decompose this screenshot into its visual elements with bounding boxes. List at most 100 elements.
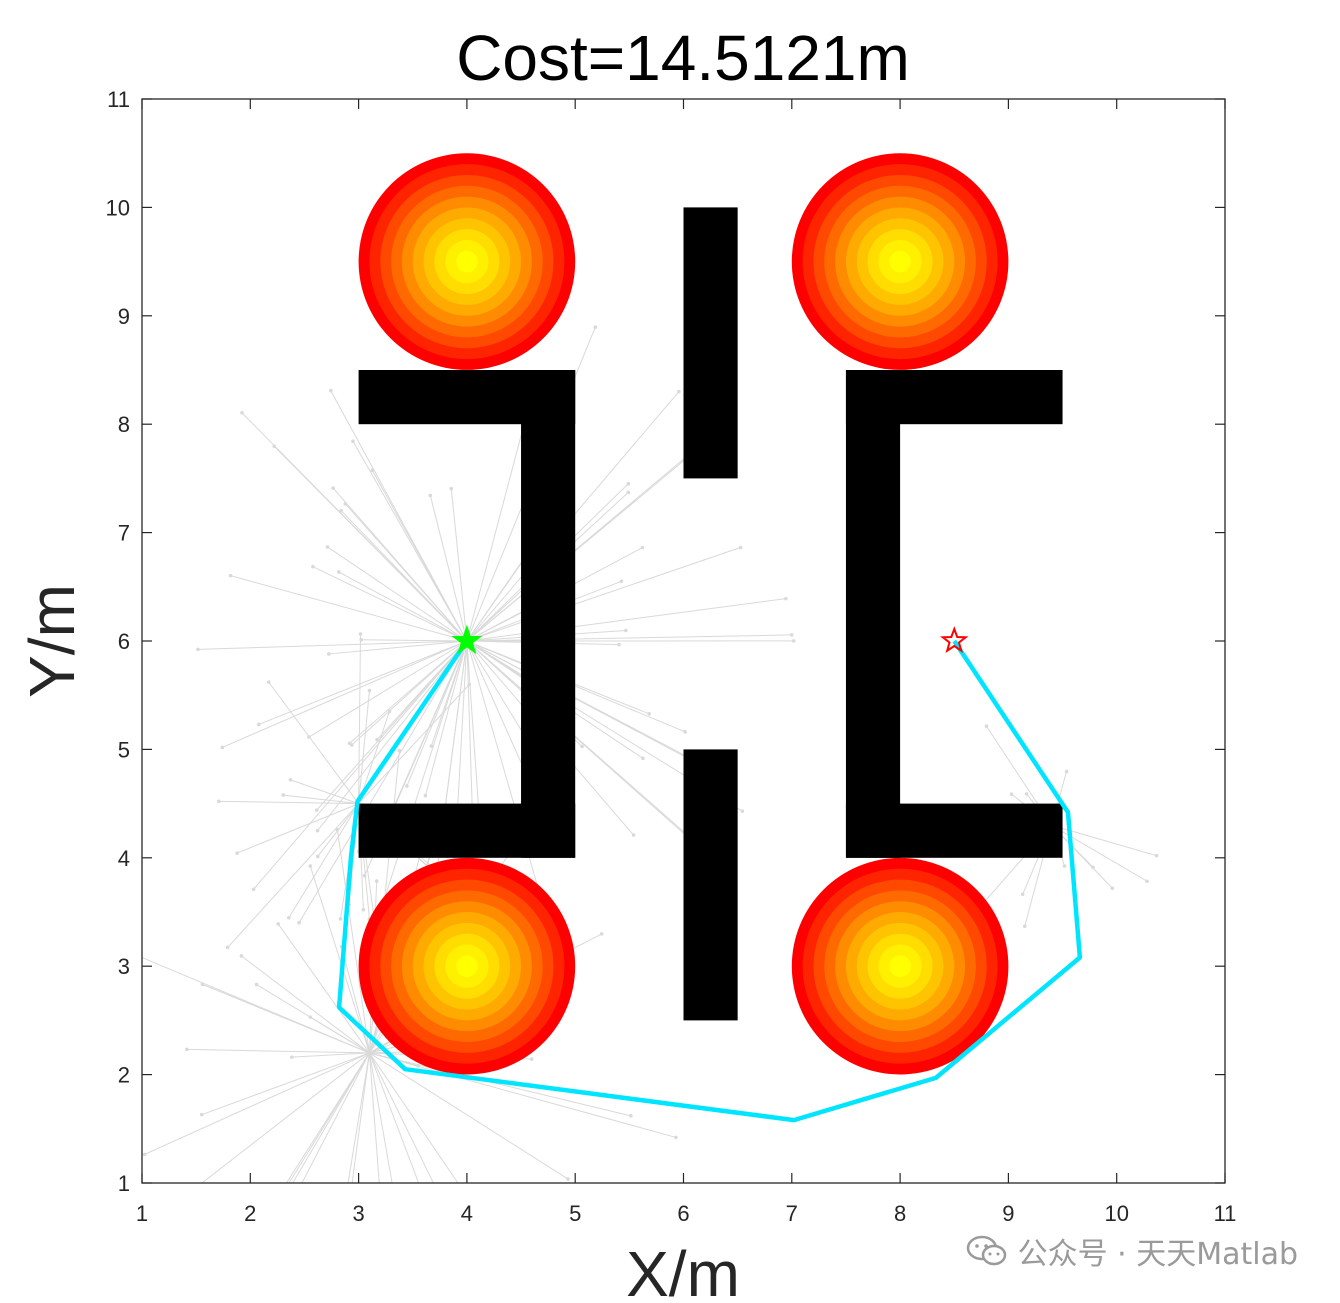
tree-edge (429, 495, 468, 642)
tree-node (1064, 769, 1069, 774)
y-tick-label: 6 (118, 629, 130, 654)
tree-edge (328, 640, 467, 655)
chart-title: Cost=14.5121m (456, 22, 910, 94)
tree-edge (1051, 824, 1148, 882)
tree-edge (291, 1052, 370, 1058)
wechat-icon (966, 1235, 1006, 1266)
tree-node (338, 917, 343, 921)
tree-node (349, 743, 354, 747)
tree-node (387, 709, 392, 714)
tree-edge (466, 598, 786, 642)
tree-node (325, 545, 330, 549)
tree-node (288, 778, 293, 782)
x-tick-label: 7 (786, 1201, 798, 1226)
obstacle (845, 370, 901, 858)
threat-band (889, 955, 911, 978)
tree-node (791, 639, 796, 643)
tree-node (740, 809, 745, 813)
tree-node (423, 793, 428, 798)
obstacle (683, 749, 738, 1021)
tree-edge (277, 923, 370, 1054)
tree-node (314, 808, 319, 812)
tree-edge (230, 575, 468, 642)
tree-edge (288, 803, 360, 919)
tree-node (405, 784, 409, 788)
tree-node (631, 833, 636, 837)
tree-node (683, 730, 687, 734)
tree-node (599, 932, 604, 936)
tree-edge (288, 1052, 370, 1183)
tree-node (629, 1114, 633, 1118)
tree-edge (218, 800, 359, 805)
tree-edge (312, 566, 468, 642)
threat-band (456, 250, 478, 273)
y-tick-label: 10 (106, 195, 130, 220)
tree-node (287, 915, 291, 920)
tree-node (239, 954, 244, 958)
tree-node (1022, 924, 1027, 929)
tree-node (1009, 792, 1014, 796)
x-tick-label: 5 (569, 1201, 581, 1226)
tree-node (789, 633, 794, 637)
threat-circle (358, 857, 576, 1075)
tree-node (397, 748, 402, 753)
tree-node (315, 828, 320, 833)
tree-node (984, 724, 989, 729)
tree-edge (236, 803, 359, 854)
tree-node (200, 982, 205, 987)
tree-edge (369, 1052, 677, 1138)
tree-node (566, 1177, 570, 1181)
watermark-text: 公众号 · 天天Matlab (1017, 1237, 1298, 1272)
tree-edge (298, 640, 468, 923)
tree-edge (424, 640, 468, 796)
tree-edge (358, 634, 362, 804)
y-tick-label: 9 (118, 304, 130, 329)
y-tick-label: 7 (118, 521, 130, 546)
tree-node (199, 1112, 204, 1117)
tree-edge (227, 803, 359, 948)
tree-node (260, 1225, 264, 1229)
y-tick-label: 2 (118, 1063, 130, 1088)
tree-node (308, 1015, 313, 1019)
tree-edge (368, 1052, 435, 1183)
tree-node (593, 325, 598, 330)
tree-node (619, 579, 624, 584)
tree-node (297, 920, 301, 925)
tree-edge (369, 1052, 631, 1117)
tree-edge (301, 1052, 370, 1183)
obstacle (683, 207, 738, 479)
tree-edge (197, 640, 467, 650)
x-axis-label: X/m (626, 1238, 740, 1303)
start-marker (451, 624, 483, 655)
tree-edge (371, 470, 468, 642)
tree-node (123, 1241, 127, 1245)
tree-node (336, 570, 341, 574)
tree-edge (283, 794, 359, 805)
tree-node (783, 596, 788, 601)
tree-node (647, 712, 652, 716)
tree-edge (222, 640, 468, 748)
threat-circle (791, 153, 1009, 370)
tree-node (1154, 853, 1159, 858)
tree-node (467, 682, 472, 687)
tree-node (374, 879, 379, 883)
y-tick-label: 8 (118, 412, 130, 437)
tree-edge (358, 690, 370, 804)
tree-edge (466, 547, 741, 642)
tree-node (428, 493, 433, 498)
watermark: 公众号 · 天天Matlab (966, 1229, 1298, 1273)
tree-node (311, 564, 315, 569)
y-tick-label: 1 (118, 1171, 130, 1196)
tree-node (339, 508, 343, 513)
tree-edge (376, 640, 468, 741)
tree-edge (466, 640, 480, 807)
tree-edge (290, 779, 359, 805)
tree-edge (317, 640, 468, 831)
tree-edge (241, 412, 468, 642)
tree-node (626, 481, 631, 486)
tree-node (331, 486, 335, 490)
tree-node (1024, 792, 1029, 796)
tree-node (256, 722, 261, 727)
tree-node (315, 854, 320, 859)
tree-edge (258, 640, 468, 725)
